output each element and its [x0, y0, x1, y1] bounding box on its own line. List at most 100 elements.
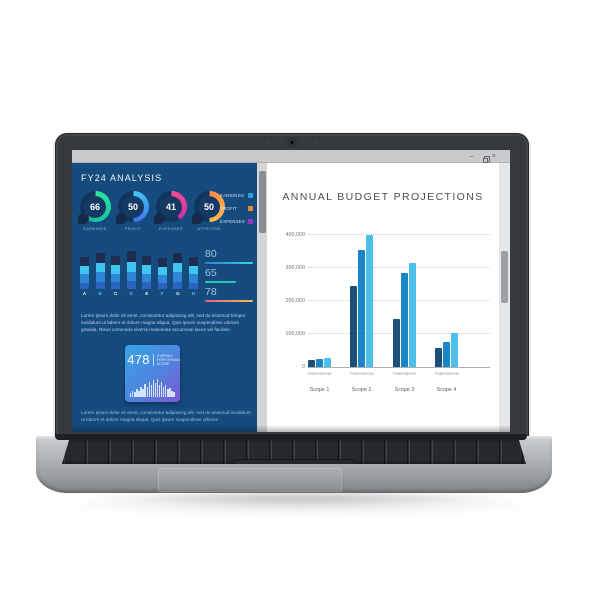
histogram-bar: [167, 389, 169, 397]
gauge-pin-icon: [153, 213, 165, 224]
bar-segment-cap: [142, 256, 152, 266]
bar-segment-blue: [111, 273, 121, 283]
bar-segment-cap: [188, 257, 198, 266]
score-divider: [152, 353, 154, 366]
budget-bar-fy25: [393, 319, 400, 367]
gauge-earnings: 66 EARNINGS: [77, 191, 113, 231]
gauge-value: 50: [198, 195, 220, 218]
bar-segment-deep: [157, 282, 167, 289]
stat-row: 78: [205, 287, 253, 302]
stat-row: 65: [205, 268, 253, 283]
gridline: [308, 300, 490, 301]
scrollbar-right-track[interactable]: [499, 163, 510, 432]
webcam-icon: [288, 139, 296, 146]
score-histogram: [130, 377, 175, 397]
close-icon[interactable]: ×: [491, 151, 496, 160]
histogram-bar: [165, 385, 167, 397]
gauge-value: 41: [160, 195, 182, 218]
histogram-bar: [150, 385, 153, 397]
laptop-lid: – × FY24 ANALYSIS 66 EARNINGS 50 PROFIT 41 EX…: [55, 133, 529, 445]
legend-swatch: [248, 206, 253, 211]
bar-letter: H: [191, 291, 196, 296]
stat-underline: [205, 280, 236, 283]
scrollbar-left-track[interactable]: [257, 163, 267, 432]
bar-segment-cyan: [111, 265, 121, 274]
laptop-hinge: [55, 434, 527, 440]
bar-segment-cap: [126, 251, 136, 262]
fy-tick-label: FY21: [324, 372, 332, 376]
spacebar-key: [234, 459, 354, 464]
laptop-base: [36, 436, 552, 493]
histogram-bar: [140, 387, 142, 397]
budget-bar-fy20: [316, 358, 323, 367]
bar-segment-deep: [111, 282, 121, 289]
histogram-bar: [138, 391, 140, 397]
histogram-bar: [136, 389, 138, 397]
gauge-row: 66 EARNINGS 50 PROFIT 41 EXPENSES 50 ATTRITION: [77, 191, 227, 231]
fy-tick-label: FY23: [358, 372, 366, 376]
scrollbar-left-thumb[interactable]: [258, 171, 266, 233]
gauge-profit: 50 PROFIT: [115, 191, 151, 231]
bar-group-1: [308, 357, 331, 367]
stacked-bar: [80, 257, 89, 289]
bar-segment-cyan: [142, 265, 152, 274]
bar-segment-deep: [142, 282, 152, 289]
minimize-icon[interactable]: –: [469, 151, 474, 160]
body-text-2: Lorem ipsum dolor sit amet, consectetur …: [81, 410, 251, 422]
bar-segment-blue: [80, 274, 89, 283]
histogram-bar: [152, 380, 155, 397]
bar-group-2: [350, 235, 373, 367]
budget-bar-fy21: [324, 357, 331, 367]
budget-bar-fy19: [308, 359, 315, 367]
histogram-bar: [148, 382, 150, 397]
budget-bar-fy26: [401, 272, 408, 367]
fy-tick-label: FY29: [443, 372, 451, 376]
y-axis-labels: 0 100,000 200,000 300,000 400,000: [269, 232, 306, 370]
histogram-bar: [171, 391, 173, 397]
budget-bar-fy24: [366, 235, 373, 367]
histogram-bar: [169, 388, 171, 397]
y-tick-label: 0: [302, 364, 305, 370]
gauge-ring: 50: [191, 191, 225, 224]
stat-underline: [205, 299, 253, 302]
fy-label-row: FY19 FY20 FY21: [308, 372, 331, 376]
histogram-bar: [160, 382, 163, 397]
bar-segment-blue: [126, 271, 136, 282]
histogram-bar: [156, 379, 159, 397]
fy-tick-label: FY25: [393, 372, 401, 376]
gauge-pin-icon: [77, 213, 89, 224]
bar-segment-deep: [95, 281, 105, 289]
window-controls: – ×: [469, 150, 496, 162]
scope-group-label: Scope 3: [394, 387, 415, 393]
stacked-bar: [173, 253, 183, 289]
budget-bar-fy30: [451, 333, 458, 367]
fy-label-row: FY28 FY29 FY30: [435, 372, 458, 376]
histogram-bar: [142, 389, 144, 397]
gridline: [308, 234, 490, 235]
bar-chart-plot: FY19 FY20 FY21 Scope 1 FY22 FY23 FY24 Scope 2 FY…: [308, 234, 490, 393]
bar-segment-cap: [111, 256, 121, 266]
scope-group-label: Scope 1: [309, 387, 330, 393]
fy-tick-label: FY22: [350, 372, 358, 376]
gauge-ring: 66: [77, 191, 111, 224]
stacked-bar: [95, 253, 105, 289]
gauge-ring: 41: [153, 191, 187, 224]
gauge-label: EXPENSES: [159, 227, 183, 231]
y-tick-label: 300,000: [285, 265, 306, 271]
window-content: FY24 ANALYSIS 66 EARNINGS 50 PROFIT 41 EXPENS…: [72, 163, 510, 432]
scrollbar-right-thumb[interactable]: [501, 251, 508, 303]
legend-label: EXPENSES: [220, 219, 245, 224]
laptop-shadow: [90, 490, 510, 506]
y-tick-label: 200,000: [285, 298, 306, 304]
gauge-pin-icon: [115, 213, 127, 224]
stat-value: 78: [205, 286, 217, 298]
bar-letter: E: [145, 291, 149, 296]
laptop-shadow-soft: [36, 494, 564, 516]
stacked-bar-chart: [80, 251, 198, 289]
chart-title: ANNUAL BUDGET PROJECTIONS: [282, 191, 484, 203]
body-text-1: Lorem ipsum dolor sit amet, consectetur …: [81, 313, 246, 332]
microphone-dot-right: [316, 142, 318, 144]
bar-segment-blue: [173, 272, 183, 282]
histogram-bar: [130, 393, 132, 397]
legend-item-earnings: EARNINGS: [220, 193, 253, 198]
